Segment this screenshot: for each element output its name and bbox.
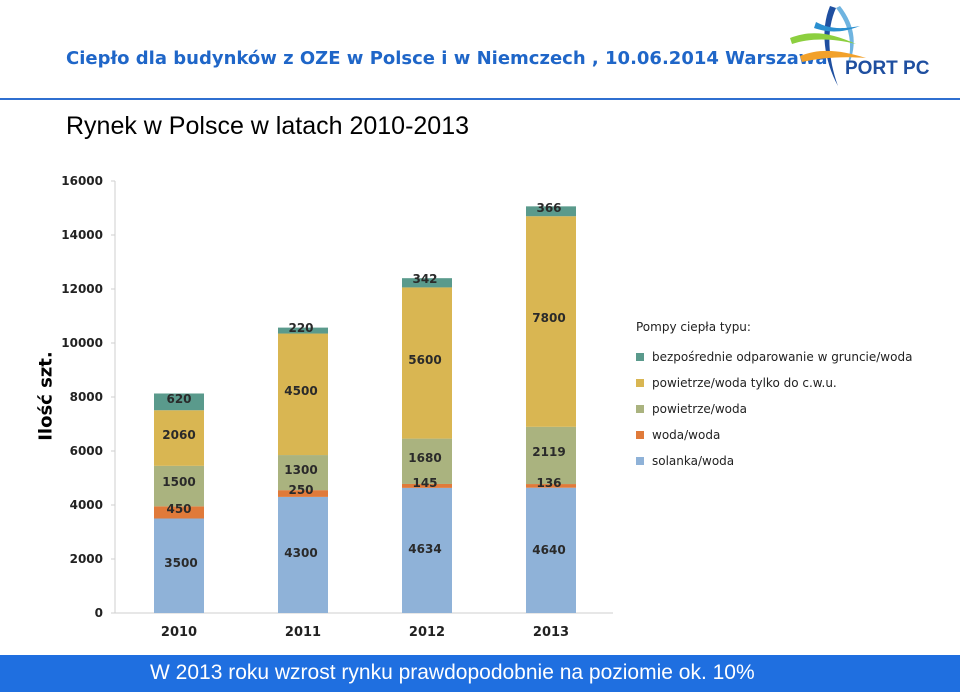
- legend-item-woda-woda: woda/woda: [636, 422, 912, 448]
- legend-swatch: [636, 457, 644, 465]
- data-label: 366: [536, 201, 561, 215]
- legend-item-powietrze-cwu: powietrze/woda tylko do c.w.u.: [636, 370, 912, 396]
- x-tick-label: 2010: [161, 625, 197, 640]
- bar-segment: [278, 496, 328, 613]
- y-tick-label: 16000: [61, 174, 103, 188]
- bar-segment: [526, 487, 576, 613]
- data-label: 7800: [532, 311, 565, 325]
- chart-legend: Pompy ciepła typu: bezpośrednie odparowa…: [636, 320, 912, 474]
- data-label: 4634: [408, 542, 441, 556]
- data-label: 2060: [162, 428, 195, 442]
- bar-segment: [278, 333, 328, 456]
- data-label: 5600: [408, 353, 441, 367]
- legend-swatch: [636, 353, 644, 361]
- data-label: 450: [166, 502, 191, 516]
- legend-swatch: [636, 379, 644, 387]
- legend-title: Pompy ciepła typu:: [636, 320, 751, 334]
- presentation-header-title: Ciepło dla budynków z OZE w Polsce i w N…: [66, 48, 828, 69]
- data-label: 4640: [532, 543, 565, 557]
- legend-item-solanka-woda: solanka/woda: [636, 448, 912, 474]
- bar-segment: [278, 490, 328, 497]
- data-label: 4300: [284, 546, 317, 560]
- bar-segment: [154, 465, 204, 507]
- port-pc-logo-icon: [790, 6, 866, 86]
- legend-swatch: [636, 405, 644, 413]
- bar-segment: [526, 206, 576, 217]
- bar-segment: [154, 518, 204, 613]
- y-tick-label: 10000: [61, 336, 103, 350]
- bar-segment: [526, 426, 576, 485]
- y-tick-label: 6000: [70, 444, 103, 458]
- data-label: 620: [166, 392, 191, 406]
- legend-item-powietrze-woda: powietrze/woda: [636, 396, 912, 422]
- data-label: 145: [412, 476, 437, 490]
- data-label: 250: [288, 483, 313, 497]
- legend-item-bezposrednie: bezpośrednie odparowanie w gruncie/woda: [636, 344, 912, 370]
- y-tick-label: 0: [95, 606, 103, 620]
- legend-label: bezpośrednie odparowanie w gruncie/woda: [652, 350, 913, 364]
- bar-segment: [402, 487, 452, 613]
- legend-label: solanka/woda: [652, 454, 735, 468]
- y-tick-label: 12000: [61, 282, 103, 296]
- page-title: Rynek w Polsce w latach 2010-2013: [66, 112, 470, 140]
- x-tick-label: 2012: [409, 625, 445, 640]
- data-label: 1300: [284, 463, 317, 477]
- stacked-bar-chart: 0 2000 4000 6000 8000 10000 12000 14000 16000 201…: [61, 174, 613, 640]
- legend-swatch: [636, 431, 644, 439]
- bar-segment: [402, 483, 452, 488]
- y-tick-label: 8000: [70, 390, 103, 404]
- y-tick-label: 14000: [61, 228, 103, 242]
- bar-segment: [402, 438, 452, 484]
- data-label: 1500: [162, 475, 195, 489]
- footer-banner: W 2013 roku wzrost rynku prawdopodobnie …: [0, 655, 960, 692]
- bar-segment: [526, 484, 576, 488]
- data-label: 342: [412, 272, 437, 286]
- data-label: 220: [288, 321, 313, 335]
- data-label: 1680: [408, 451, 441, 465]
- x-tick-label: 2013: [533, 625, 569, 640]
- y-tick-label: 2000: [70, 552, 103, 566]
- legend-label: powietrze/woda: [652, 402, 747, 416]
- footer-text: W 2013 roku wzrost rynku prawdopodobnie …: [150, 661, 755, 684]
- port-pc-logo-text: PORT PC: [845, 58, 930, 79]
- bar-segment: [402, 278, 452, 288]
- bar-segment: [526, 216, 576, 427]
- bar-segment: [154, 393, 204, 411]
- bar-segment: [278, 327, 328, 334]
- bar-segment: [402, 287, 452, 439]
- data-label: 3500: [164, 556, 197, 570]
- bar-segment: [154, 410, 204, 466]
- header-divider: [0, 98, 960, 100]
- bar-segment: [154, 506, 204, 519]
- bar-segment: [278, 455, 328, 491]
- y-tick-label: 4000: [70, 498, 103, 512]
- data-label: 136: [536, 476, 561, 490]
- legend-label: powietrze/woda tylko do c.w.u.: [652, 376, 837, 390]
- data-label: 2119: [532, 445, 565, 459]
- legend-label: woda/woda: [652, 428, 721, 442]
- x-tick-label: 2011: [285, 625, 321, 640]
- data-label: 4500: [284, 384, 317, 398]
